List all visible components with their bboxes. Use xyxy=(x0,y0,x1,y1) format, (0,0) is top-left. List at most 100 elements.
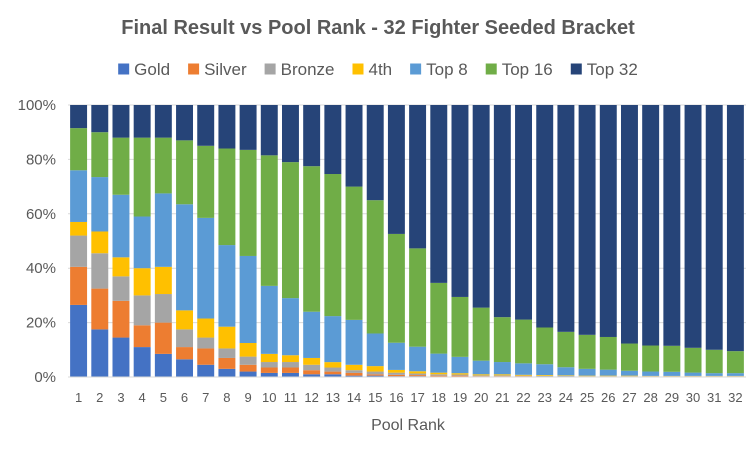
legend-label: Top 8 xyxy=(426,60,468,79)
bar-segment-4th xyxy=(282,355,299,362)
bar-segment-top-32 xyxy=(112,105,129,138)
bar-segment-bronze xyxy=(494,375,511,376)
x-axis-title: Pool Rank xyxy=(371,417,446,434)
bar-segment-top-16 xyxy=(303,166,320,312)
x-tick-label: 29 xyxy=(665,390,679,405)
bar-segment-4th xyxy=(155,267,172,294)
bar-segment-4th xyxy=(430,373,447,375)
bar-segment-bronze xyxy=(197,338,214,349)
y-tick-label: 20% xyxy=(26,315,56,332)
bar-segment-top-8 xyxy=(727,373,744,376)
bar-segment-gold xyxy=(218,369,235,377)
bar-segment-bronze xyxy=(176,329,193,347)
bar-segment-bronze xyxy=(112,276,129,300)
bar-segment-top-8 xyxy=(70,170,87,222)
bar-segment-top-32 xyxy=(579,105,596,335)
bar-segment-4th xyxy=(494,374,511,375)
bar-segment-bronze xyxy=(409,373,426,375)
legend-item: Top 8 xyxy=(410,60,468,79)
bar-segment-top-8 xyxy=(218,245,235,327)
bar-segment-top-16 xyxy=(324,174,341,316)
bar-segment-bronze xyxy=(430,374,447,375)
bar-segment-top-8 xyxy=(261,286,278,354)
bar-segment-4th xyxy=(536,375,553,376)
bar-segment-top-32 xyxy=(727,105,744,351)
legend-item: 4th xyxy=(352,60,392,79)
bar-segment-top-32 xyxy=(91,105,108,132)
bar-segment-4th xyxy=(240,343,257,357)
bar-segment-top-8 xyxy=(621,371,638,376)
x-tick-label: 14 xyxy=(347,390,361,405)
bar-segment-top-16 xyxy=(409,248,426,346)
x-tick-label: 24 xyxy=(559,390,573,405)
bar-segment-gold xyxy=(134,347,151,377)
bar-segment-top-32 xyxy=(324,105,341,174)
bar-segment-4th xyxy=(303,358,320,365)
bar-segment-silver xyxy=(70,267,87,305)
bar-segment-4th xyxy=(197,319,214,338)
bar-segment-4th xyxy=(473,374,490,375)
bar-segment-top-16 xyxy=(218,149,235,246)
bar-segment-silver xyxy=(324,372,341,375)
legend-label: Gold xyxy=(134,60,170,79)
bar-segment-silver xyxy=(303,370,320,374)
bar-segment-top-16 xyxy=(70,128,87,170)
bar-segment-top-8 xyxy=(600,370,617,376)
bar-segment-bronze xyxy=(367,372,384,375)
bar-segment-silver xyxy=(112,301,129,338)
bar-segment-top-8 xyxy=(197,218,214,319)
bar-segment-bronze xyxy=(515,376,532,377)
bar-segment-bronze xyxy=(240,357,257,365)
bar-segment-bronze xyxy=(70,236,87,267)
x-tick-label: 18 xyxy=(432,390,446,405)
bar-segment-bronze xyxy=(473,375,490,376)
bar-segment-silver xyxy=(197,348,214,364)
bar-segment-top-32 xyxy=(706,105,723,350)
x-tick-label: 26 xyxy=(601,390,615,405)
bar-segment-4th xyxy=(557,375,574,376)
bar-segment-top-32 xyxy=(685,105,702,348)
bar-segment-top-32 xyxy=(346,105,363,187)
bar-segment-bronze xyxy=(134,295,151,325)
chart-title: Final Result vs Pool Rank - 32 Fighter S… xyxy=(121,17,635,39)
bar-segment-top-16 xyxy=(663,346,680,372)
bar-segment-top-8 xyxy=(367,333,384,366)
bar-segment-bronze xyxy=(218,348,235,358)
bar-segment-bronze xyxy=(346,370,363,373)
bar-segment-top-8 xyxy=(430,354,447,373)
x-tick-label: 20 xyxy=(474,390,488,405)
x-tick-label: 21 xyxy=(495,390,509,405)
bar-segment-bronze xyxy=(91,253,108,288)
bar-segment-silver xyxy=(388,375,405,376)
legend-item: Bronze xyxy=(265,60,335,79)
bar-segment-4th xyxy=(515,375,532,376)
bar-segment-top-16 xyxy=(430,283,447,354)
legend-swatch xyxy=(188,64,199,75)
x-tick-label: 10 xyxy=(262,390,276,405)
bar-segment-top-32 xyxy=(367,105,384,200)
bar-segment-top-32 xyxy=(303,105,320,166)
bar-segment-top-16 xyxy=(642,346,659,372)
bar-segment-bronze xyxy=(557,376,574,377)
x-tick-label: 22 xyxy=(516,390,530,405)
bar-segment-4th xyxy=(176,310,193,329)
bar-segment-top-16 xyxy=(579,335,596,369)
bar-segment-top-32 xyxy=(642,105,659,346)
bar-segment-silver xyxy=(346,373,363,376)
bar-segment-top-8 xyxy=(706,373,723,376)
legend-item: Top 16 xyxy=(486,60,553,79)
bar-segment-top-16 xyxy=(706,350,723,373)
bar-segment-4th xyxy=(134,268,151,295)
legend-label: Silver xyxy=(204,60,247,79)
bar-segment-top-16 xyxy=(346,187,363,320)
bar-segment-bronze xyxy=(388,373,405,375)
y-tick-label: 100% xyxy=(18,97,56,114)
legend-label: Top 16 xyxy=(502,60,553,79)
bar-segment-silver xyxy=(409,375,426,376)
x-tick-label: 15 xyxy=(368,390,382,405)
bar-segment-top-8 xyxy=(240,256,257,343)
legend-item: Gold xyxy=(118,60,170,79)
bar-segment-top-32 xyxy=(176,105,193,140)
bar-segment-silver xyxy=(282,367,299,372)
